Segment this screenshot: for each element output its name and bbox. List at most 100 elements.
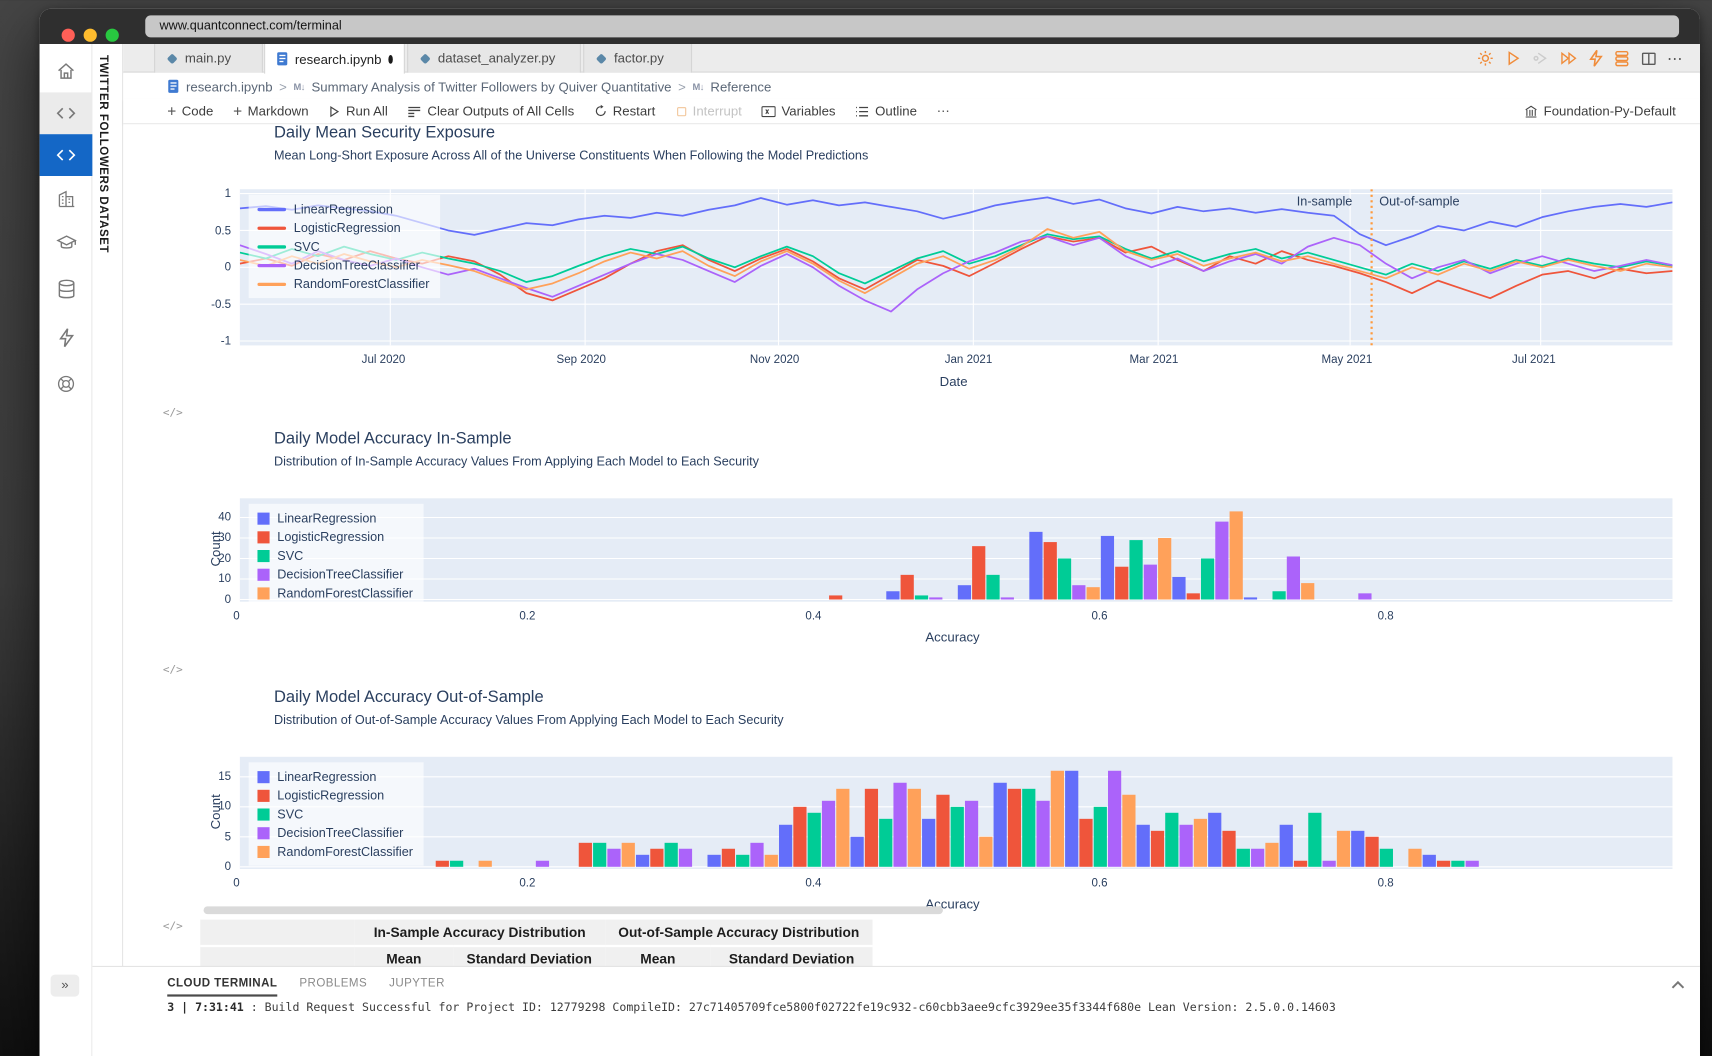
tab-main-py[interactable]: main.py xyxy=(154,44,263,73)
chart1-plot[interactable]: 1 0.5 0 -0.5 -1 Jul 2020 Sep 2020 Nov 2020 Jan 2… xyxy=(211,187,1673,389)
legend-square-swatch xyxy=(257,531,270,544)
legend-item[interactable]: SVC xyxy=(257,238,429,257)
x-tick-label: 0.4 xyxy=(805,609,822,623)
tab-problems[interactable]: PROBLEMS xyxy=(299,976,368,990)
tab-research-ipynb[interactable]: research.ipynb xyxy=(264,44,405,74)
x-tick-label: 0.8 xyxy=(1377,609,1394,623)
add-markdown-cell-button[interactable]: + Markdown xyxy=(233,102,309,120)
legend-item[interactable]: LinearRegression xyxy=(257,768,413,787)
run-all-icon[interactable] xyxy=(1559,50,1579,68)
close-window-button[interactable] xyxy=(61,28,75,42)
sidebar-item-code-explorer[interactable] xyxy=(39,92,93,135)
sidebar-item-organization[interactable] xyxy=(40,178,93,220)
x-tick-label: 0.2 xyxy=(519,876,536,890)
restart-icon xyxy=(594,104,607,118)
x-tick-label: Jul 2021 xyxy=(1512,353,1556,367)
legend-item[interactable]: LinearRegression xyxy=(257,509,413,528)
chart2-plot[interactable]: 0 10 20 30 40 0 0.2 0.4 0.6 0.8 Accuracy Count Linea… xyxy=(208,498,1673,645)
x-tick-label: Sep 2020 xyxy=(556,353,606,367)
legend-item[interactable]: LinearRegression xyxy=(257,200,429,219)
horizontal-scrollbar[interactable] xyxy=(203,906,943,915)
toolbar-more-button[interactable]: ⋯ xyxy=(936,103,951,119)
legend-label: DecisionTreeClassifier xyxy=(293,259,420,273)
chart3-subtitle: Distribution of Out-of-Sample Accuracy V… xyxy=(273,713,784,728)
breadcrumb-subsection[interactable]: Reference xyxy=(710,78,772,95)
x-tick-label: 0.6 xyxy=(1091,609,1108,623)
out-of-sample-annotation: Out-of-sample xyxy=(1379,195,1460,209)
y-tick-label: 10 xyxy=(218,572,232,586)
chart1-title: Daily Mean Security Exposure xyxy=(273,123,496,142)
y-tick-label: 1 xyxy=(224,187,232,201)
interrupt-kernel-button[interactable]: Interrupt xyxy=(675,103,742,119)
legend-item[interactable]: LogisticRegression xyxy=(257,787,413,806)
debug-run-icon[interactable] xyxy=(1532,50,1550,68)
legend-item[interactable]: RandomForestClassifier xyxy=(257,584,413,603)
code-icon xyxy=(56,147,76,162)
lightning-icon xyxy=(58,328,75,348)
editor-actions: ⋯ xyxy=(1477,49,1683,68)
legend-item[interactable]: DecisionTreeClassifier xyxy=(257,824,413,843)
sidebar-item-home[interactable] xyxy=(40,51,93,93)
legend-item[interactable]: DecisionTreeClassifier xyxy=(257,565,413,584)
address-bar[interactable]: www.quantconnect.com/terminal xyxy=(145,15,1680,38)
sidebar-item-datasets[interactable] xyxy=(40,268,93,310)
clear-lines-icon xyxy=(408,105,422,117)
legend-square-swatch xyxy=(257,550,270,563)
lightning-icon[interactable] xyxy=(1589,49,1603,68)
minimize-window-button[interactable] xyxy=(83,28,97,42)
sidebar-item-terminal-active[interactable] xyxy=(39,134,93,176)
legend-item[interactable]: RandomForestClassifier xyxy=(257,843,413,862)
legend-label: SVC xyxy=(277,549,304,563)
y-axis-title: Count xyxy=(207,794,224,830)
python-file-icon xyxy=(419,52,431,64)
breadcrumb-section[interactable]: Summary Analysis of Twitter Followers by… xyxy=(311,78,672,95)
sidebar-item-learning[interactable] xyxy=(40,222,93,264)
dataset-strip-label[interactable]: TWITTER FOLLOWERS DATASET xyxy=(96,55,111,254)
add-code-cell-button[interactable]: + Code xyxy=(167,102,214,120)
graduation-cap-icon xyxy=(55,234,77,252)
chart-legend: LinearRegression LogisticRegression SVC Dec… xyxy=(248,194,441,299)
legend-line-swatch xyxy=(257,245,287,249)
run-icon[interactable] xyxy=(1504,50,1522,68)
stack-icon[interactable] xyxy=(1613,50,1631,68)
breadcrumb-separator: > xyxy=(678,78,686,95)
variables-button[interactable]: Variables xyxy=(761,103,836,119)
settings-icon[interactable] xyxy=(1477,50,1495,68)
more-icon[interactable]: ⋯ xyxy=(1666,49,1683,68)
chart-legend: LinearRegression LogisticRegression SVC Dec… xyxy=(248,503,425,608)
split-editor-icon[interactable] xyxy=(1641,50,1658,67)
tab-dataset-analyzer-py[interactable]: dataset_analyzer.py xyxy=(407,44,581,73)
legend-item[interactable]: LogisticRegression xyxy=(257,219,429,238)
legend-item[interactable]: SVC xyxy=(257,805,413,824)
collapse-panel-icon[interactable] xyxy=(1670,979,1685,990)
table-group-header-row: In-Sample Accuracy Distribution Out-of-S… xyxy=(200,919,873,948)
x-tick-label: 0.4 xyxy=(805,876,822,890)
plus-icon: + xyxy=(167,102,177,120)
code-cell-marker[interactable]: </> xyxy=(162,407,183,420)
x-tick-label: 0 xyxy=(233,876,240,890)
run-all-button[interactable]: Run All xyxy=(328,103,388,119)
unsaved-changes-dot[interactable] xyxy=(388,54,393,64)
code-cell-marker[interactable]: </> xyxy=(162,920,183,933)
sidebar-item-support[interactable] xyxy=(40,363,93,405)
tab-jupyter[interactable]: JUPYTER xyxy=(389,976,445,990)
clear-outputs-button[interactable]: Clear Outputs of All Cells xyxy=(408,103,574,119)
breadcrumb-file[interactable]: research.ipynb xyxy=(185,78,273,95)
legend-label: LogisticRegression xyxy=(293,221,401,235)
outline-button[interactable]: Outline xyxy=(855,103,917,119)
sidebar-item-optimization[interactable] xyxy=(40,317,93,359)
tab-factor-py[interactable]: factor.py xyxy=(583,44,693,73)
panel-expander-button[interactable]: » xyxy=(50,974,80,997)
legend-item[interactable]: RandomForestClassifier xyxy=(257,275,430,294)
table-group-out-sample: Out-of-Sample Accuracy Distribution xyxy=(605,919,873,948)
environment-selector[interactable]: Foundation-Py-Default xyxy=(1524,103,1676,119)
code-cell-marker[interactable]: </> xyxy=(162,664,183,677)
legend-item[interactable]: DecisionTreeClassifier xyxy=(257,256,429,275)
zoom-window-button[interactable] xyxy=(105,28,119,42)
tab-cloud-terminal[interactable]: CLOUD TERMINAL xyxy=(167,977,278,997)
legend-item[interactable]: SVC xyxy=(257,547,413,566)
legend-item[interactable]: LogisticRegression xyxy=(257,528,413,547)
restart-kernel-button[interactable]: Restart xyxy=(594,103,655,119)
chart3-plot[interactable]: 0 5 10 15 0 0.2 0.4 0.6 0.8 Accuracy Count LinearRe… xyxy=(208,756,1673,912)
